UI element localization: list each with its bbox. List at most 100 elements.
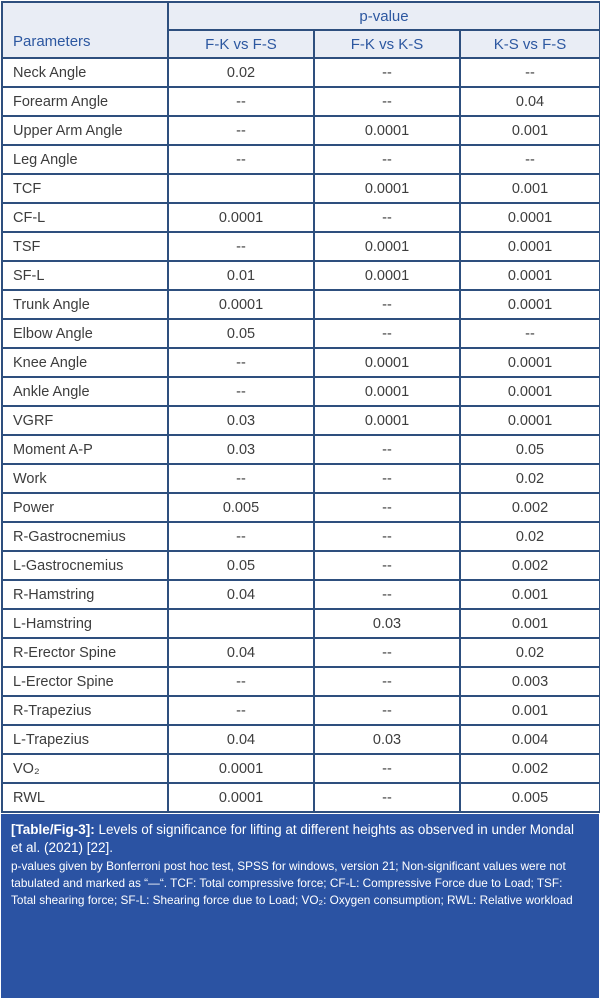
pvalue-fk-vs-ks: -- [313,550,461,581]
table-row: Power 0.005 -- 0.002 [1,492,600,523]
pvalue-fk-vs-ks: -- [313,782,461,813]
table-row: R-Gastrocnemius -- -- 0.02 [1,521,600,552]
table-row: Neck Angle 0.02 -- -- [1,57,600,88]
caption-note: p-values given by Bonferroni post hoc te… [11,859,573,908]
pvalue-fk-vs-fs: -- [167,376,315,407]
parameter-label: RWL [1,782,169,813]
pvalue-fk-vs-ks: 0.03 [313,724,461,755]
table-row: L-Hamstring 0.03 0.001 [1,608,600,639]
parameter-label: VO₂ [1,753,169,784]
table-row: R-Erector Spine 0.04 -- 0.02 [1,637,600,668]
pvalue-fk-vs-ks: -- [313,492,461,523]
parameter-label: R-Hamstring [1,579,169,610]
table-row: CF-L 0.0001 -- 0.0001 [1,202,600,233]
pvalue-fk-vs-fs: -- [167,666,315,697]
parameter-label: Ankle Angle [1,376,169,407]
pvalue-ks-vs-fs: 0.02 [459,521,600,552]
pvalue-fk-vs-fs: -- [167,115,315,146]
table-row: L-Gastrocnemius 0.05 -- 0.002 [1,550,600,581]
pvalue-ks-vs-fs: 0.001 [459,695,600,726]
parameter-label: L-Gastrocnemius [1,550,169,581]
pvalue-ks-vs-fs: 0.001 [459,608,600,639]
pvalue-ks-vs-fs: 0.001 [459,115,600,146]
parameter-label: L-Trapezius [1,724,169,755]
parameter-label: L-Erector Spine [1,666,169,697]
column-header-fk-vs-ks: F-K vs K-S [313,29,461,59]
parameter-label: CF-L [1,202,169,233]
pvalue-ks-vs-fs: 0.02 [459,463,600,494]
pvalue-ks-vs-fs: 0.0001 [459,231,600,262]
header-row-pvalue: Parameters p-value [1,1,600,59]
pvalue-fk-vs-ks: -- [313,579,461,610]
pvalue-fk-vs-fs: 0.0001 [167,753,315,784]
pvalue-fk-vs-fs [167,608,315,639]
pvalue-fk-vs-ks: -- [313,86,461,117]
pvalue-fk-vs-fs [167,173,315,204]
pvalue-fk-vs-ks: 0.0001 [313,231,461,262]
pvalue-fk-vs-ks: -- [313,434,461,465]
table-row: L-Trapezius 0.04 0.03 0.004 [1,724,600,755]
pvalue-fk-vs-ks: -- [313,318,461,349]
pvalue-fk-vs-fs: 0.03 [167,405,315,436]
table-row: R-Trapezius -- -- 0.001 [1,695,600,726]
pvalue-fk-vs-ks: -- [313,521,461,552]
pvalue-ks-vs-fs: 0.002 [459,492,600,523]
table-row: Leg Angle -- -- -- [1,144,600,175]
pvalue-ks-vs-fs: 0.0001 [459,289,600,320]
pvalue-fk-vs-ks: -- [313,637,461,668]
pvalue-fk-vs-ks: 0.0001 [313,173,461,204]
parameter-label: R-Erector Spine [1,637,169,668]
caption-tag: [Table/Fig-3]: [11,822,95,837]
table-header: Parameters p-value F-K vs F-S F-K vs K-S… [1,1,600,59]
parameter-label: R-Gastrocnemius [1,521,169,552]
pvalue-fk-vs-fs: 0.04 [167,637,315,668]
parameter-label: Knee Angle [1,347,169,378]
parameter-label: L-Hamstring [1,608,169,639]
table-row: Work -- -- 0.02 [1,463,600,494]
pvalue-fk-vs-ks: -- [313,666,461,697]
pvalue-fk-vs-fs: -- [167,144,315,175]
pvalue-fk-vs-fs: 0.04 [167,724,315,755]
parameter-label: Work [1,463,169,494]
table-row: VGRF 0.03 0.0001 0.0001 [1,405,600,436]
pvalue-fk-vs-fs: -- [167,347,315,378]
pvalue-fk-vs-ks: -- [313,753,461,784]
table-row: Upper Arm Angle -- 0.0001 0.001 [1,115,600,146]
pvalue-fk-vs-fs: 0.01 [167,260,315,291]
pvalue-ks-vs-fs: 0.005 [459,782,600,813]
pvalue-fk-vs-ks: 0.0001 [313,347,461,378]
pvalue-fk-vs-fs: 0.05 [167,318,315,349]
pvalue-fk-vs-ks: 0.0001 [313,376,461,407]
pvalue-fk-vs-fs: -- [167,231,315,262]
pvalue-ks-vs-fs: 0.02 [459,637,600,668]
table-row: Moment A-P 0.03 -- 0.05 [1,434,600,465]
table-row: TCF 0.0001 0.001 [1,173,600,204]
table-row: Forearm Angle -- -- 0.04 [1,86,600,117]
pvalue-fk-vs-fs: 0.0001 [167,202,315,233]
table-row: L-Erector Spine -- -- 0.003 [1,666,600,697]
parameter-label: Elbow Angle [1,318,169,349]
pvalue-ks-vs-fs: 0.04 [459,86,600,117]
pvalue-fk-vs-ks: -- [313,289,461,320]
pvalue-ks-vs-fs: -- [459,57,600,88]
table-row: TSF -- 0.0001 0.0001 [1,231,600,262]
pvalue-fk-vs-fs: -- [167,86,315,117]
pvalue-fk-vs-ks: -- [313,463,461,494]
significance-table: Parameters p-value F-K vs F-S F-K vs K-S… [1,1,600,813]
parameters-header: Parameters [1,1,169,59]
caption-title-text: Levels of significance for lifting at di… [11,822,575,855]
pvalue-fk-vs-fs: 0.05 [167,550,315,581]
table-caption: [Table/Fig-3]: Levels of significance fo… [1,814,599,998]
table-row: SF-L 0.01 0.0001 0.0001 [1,260,600,291]
table-row: R-Hamstring 0.04 -- 0.001 [1,579,600,610]
pvalue-fk-vs-fs: 0.005 [167,492,315,523]
pvalue-fk-vs-ks: -- [313,57,461,88]
pvalue-ks-vs-fs: 0.004 [459,724,600,755]
pvalue-ks-vs-fs: 0.0001 [459,260,600,291]
parameter-label: SF-L [1,260,169,291]
table-body: Neck Angle 0.02 -- -- Forearm Angle -- -… [1,57,600,813]
column-header-ks-vs-fs: K-S vs F-S [459,29,600,59]
pvalue-fk-vs-fs: 0.02 [167,57,315,88]
pvalue-fk-vs-ks: -- [313,202,461,233]
